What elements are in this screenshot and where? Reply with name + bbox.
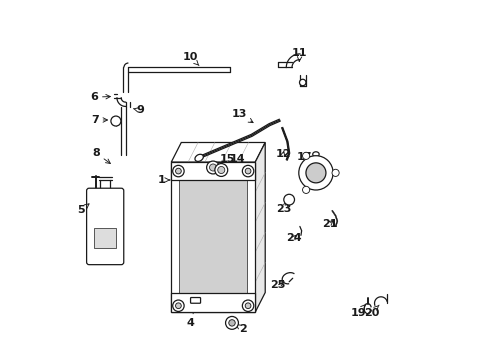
- Text: 13: 13: [231, 109, 253, 123]
- Circle shape: [299, 79, 305, 86]
- Circle shape: [228, 320, 235, 326]
- Text: 25: 25: [269, 280, 285, 291]
- Text: 12: 12: [275, 149, 290, 159]
- Text: 14: 14: [229, 154, 244, 167]
- Ellipse shape: [195, 154, 203, 161]
- Circle shape: [111, 116, 121, 126]
- Bar: [171, 162, 255, 180]
- Text: 9: 9: [133, 105, 144, 115]
- Circle shape: [175, 168, 181, 174]
- Text: 7: 7: [91, 115, 107, 125]
- Polygon shape: [171, 143, 264, 162]
- Text: 23: 23: [276, 201, 291, 213]
- Circle shape: [244, 168, 250, 174]
- Text: 1: 1: [158, 175, 169, 185]
- Text: 2: 2: [235, 324, 246, 334]
- Text: 8: 8: [92, 148, 110, 163]
- Circle shape: [172, 300, 184, 311]
- Text: 21: 21: [321, 219, 337, 229]
- Bar: [94, 228, 116, 248]
- Circle shape: [302, 186, 309, 193]
- Circle shape: [242, 300, 253, 311]
- Text: 18: 18: [305, 159, 320, 169]
- Polygon shape: [171, 162, 255, 312]
- Circle shape: [172, 165, 184, 177]
- Circle shape: [244, 303, 250, 309]
- Text: 20: 20: [363, 305, 378, 318]
- Circle shape: [331, 169, 339, 176]
- Text: 22: 22: [221, 258, 237, 268]
- Text: 3: 3: [189, 171, 200, 183]
- Circle shape: [305, 163, 325, 183]
- Circle shape: [175, 303, 181, 309]
- Text: 24: 24: [285, 233, 301, 243]
- FancyBboxPatch shape: [190, 297, 200, 303]
- Circle shape: [298, 156, 332, 190]
- Circle shape: [302, 152, 309, 159]
- Text: 10: 10: [182, 52, 199, 66]
- Text: 17: 17: [296, 152, 312, 168]
- Circle shape: [242, 165, 253, 177]
- Text: 5: 5: [77, 204, 89, 215]
- Polygon shape: [255, 143, 264, 312]
- Circle shape: [214, 163, 227, 176]
- Circle shape: [217, 166, 224, 174]
- Circle shape: [206, 161, 219, 174]
- Circle shape: [225, 316, 238, 329]
- Bar: [171, 293, 255, 312]
- Text: 6: 6: [90, 92, 110, 102]
- Text: 19: 19: [349, 304, 365, 318]
- FancyBboxPatch shape: [86, 188, 123, 265]
- Text: 16: 16: [230, 177, 245, 187]
- Circle shape: [209, 164, 216, 171]
- Text: 15: 15: [219, 154, 235, 167]
- Circle shape: [283, 194, 294, 205]
- Text: 11: 11: [291, 48, 307, 61]
- Bar: [179, 169, 247, 293]
- Text: 4: 4: [186, 307, 195, 328]
